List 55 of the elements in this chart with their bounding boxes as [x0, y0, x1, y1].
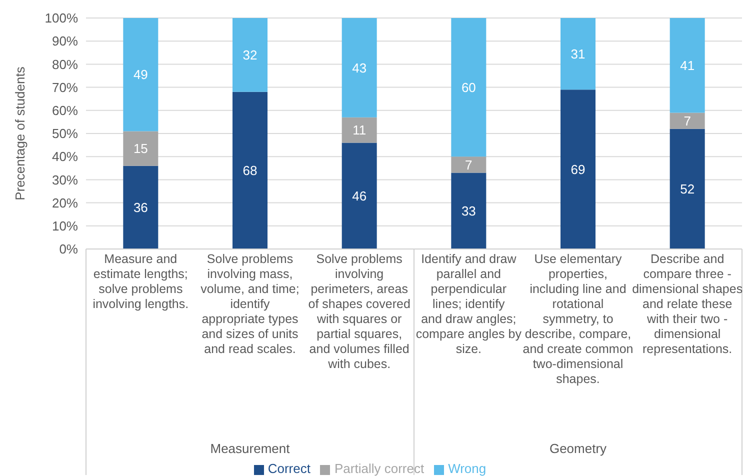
- legend-label: Partially correct: [334, 461, 424, 476]
- bar: [560, 18, 596, 90]
- data-label: 41: [680, 58, 695, 73]
- y-tick-label: 50%: [52, 126, 78, 142]
- data-label: 52: [680, 182, 695, 197]
- y-tick-label: 80%: [52, 56, 78, 72]
- bar: [342, 117, 377, 143]
- bar: [232, 92, 268, 249]
- bar: [451, 18, 486, 157]
- legend-label: Correct: [268, 461, 310, 476]
- bar: [670, 18, 705, 113]
- x-tick-label: Describe and compare three - dimensional shapes and relate these with their two - dimensional representations.: [632, 252, 743, 356]
- bar: [451, 156, 486, 173]
- y-tick-label: 40%: [52, 149, 78, 164]
- data-label: 15: [133, 141, 148, 156]
- data-label: 7: [465, 157, 472, 172]
- bar: [451, 172, 486, 249]
- y-tick-label: 70%: [52, 80, 78, 95]
- data-label: 11: [352, 122, 366, 138]
- y-tick-label: 20%: [52, 195, 78, 210]
- bar: [123, 166, 158, 249]
- x-tick-label: Identify and draw parallel and perpendicular lines; identify and draw angles; compare angles by size.: [416, 252, 522, 356]
- data-label: 31: [570, 46, 586, 62]
- legend-label: Wrong: [448, 461, 486, 476]
- bar: [123, 18, 158, 132]
- y-tick-label: 100%: [44, 10, 78, 26]
- data-label: 69: [570, 162, 586, 177]
- data-label: 33: [461, 204, 476, 218]
- data-label: 60: [461, 80, 476, 95]
- data-label: 32: [242, 48, 258, 63]
- data-label: 46: [352, 188, 367, 204]
- x-tick-label: Solve problems involving mass, volume, and time; identify appropriate types and sizes of units and read scales.: [200, 252, 300, 356]
- y-tick-label: 0%: [59, 242, 78, 257]
- bar: [232, 18, 268, 92]
- category-label: Use elementary properties, including line and rotational symmetry, to describe, compare, and create common two-dimensional shapes.: [522, 252, 634, 386]
- y-tick-label: 30%: [52, 172, 78, 188]
- data-label: 43: [352, 60, 367, 76]
- data-label: 36: [133, 200, 148, 216]
- x-tick-label: Measure and estimate lengths; solve problems involving lengths.: [92, 252, 189, 311]
- text: Measurement: [210, 441, 290, 456]
- y-tick-label: 60%: [52, 103, 78, 118]
- y-tick-label: 10%: [52, 218, 78, 234]
- bar: [342, 18, 377, 118]
- data-label: 7: [684, 113, 691, 128]
- y-tick-label: 90%: [52, 34, 78, 49]
- data-label: 68: [242, 163, 258, 178]
- bar: [670, 128, 705, 249]
- bar: [560, 90, 596, 249]
- data-label: 49: [133, 67, 148, 82]
- text: Geometry: [549, 441, 608, 456]
- y-axis-title: Precentage of students: [12, 66, 28, 200]
- bar: [670, 112, 705, 129]
- bar: [342, 142, 377, 249]
- x-tick-label: Solve problems involving perimeters, areas of shapes covered with squares or partial squares, and volumes filled with cubes.: [308, 252, 410, 371]
- bar: [123, 131, 158, 166]
